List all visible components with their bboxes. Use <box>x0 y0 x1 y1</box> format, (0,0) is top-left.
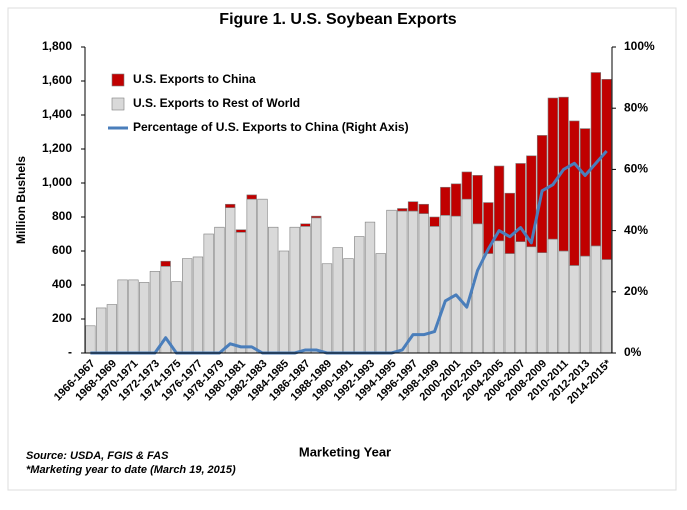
bar <box>225 207 236 354</box>
chart-title: Figure 1. U.S. Soybean Exports <box>219 11 456 28</box>
bar <box>526 246 537 354</box>
bar <box>171 281 182 354</box>
bar <box>536 252 548 354</box>
bar <box>246 198 257 354</box>
y2-tick-label: 80% <box>624 100 648 114</box>
bar <box>472 223 483 354</box>
bar <box>321 263 333 354</box>
bar <box>354 236 365 354</box>
bar <box>429 216 440 227</box>
bar <box>504 253 515 354</box>
y-tick-label: 400 <box>52 277 72 291</box>
legend-swatch <box>111 73 125 87</box>
bar <box>590 245 602 354</box>
bar <box>85 325 96 354</box>
bar <box>601 79 612 260</box>
bar <box>397 210 408 354</box>
bar <box>300 226 311 354</box>
bar <box>246 194 257 200</box>
bar <box>440 186 451 216</box>
bar <box>160 260 171 267</box>
y-tick-label: 1,400 <box>42 107 72 121</box>
y2-tick-label: 0% <box>624 345 642 359</box>
bar <box>311 215 322 219</box>
bar <box>343 258 354 354</box>
legend-label: U.S. Exports to Rest of World <box>133 96 300 110</box>
bar <box>139 282 150 354</box>
bar <box>418 213 429 354</box>
bar <box>235 229 247 233</box>
bar <box>493 165 505 242</box>
bar <box>278 250 290 354</box>
y2-tick-label: 40% <box>624 223 648 237</box>
bar <box>472 175 483 225</box>
bar <box>182 258 193 354</box>
bar <box>332 247 343 354</box>
bar <box>504 192 515 254</box>
bar <box>558 250 569 354</box>
bar <box>311 217 322 354</box>
bar <box>300 223 311 227</box>
bar <box>268 226 279 354</box>
bar <box>375 253 386 354</box>
source-note: Source: USDA, FGIS & FAS <box>26 450 169 462</box>
bar <box>579 255 591 354</box>
bar <box>515 241 526 354</box>
bar <box>225 203 236 208</box>
bar <box>461 198 472 354</box>
footnote: *Marketing year to date (March 19, 2015) <box>26 464 236 476</box>
bar <box>397 208 408 212</box>
y-tick-label: 800 <box>52 209 72 223</box>
bar <box>440 215 451 354</box>
bar <box>407 210 419 354</box>
bar <box>526 155 537 248</box>
y2-tick-label: 100% <box>624 39 655 53</box>
bar <box>289 226 300 354</box>
bar <box>192 256 204 354</box>
y2-tick-label: 20% <box>624 284 648 298</box>
bar <box>450 215 462 354</box>
bar <box>483 253 494 354</box>
legend-swatch <box>111 97 125 111</box>
bar <box>149 271 161 354</box>
y-tick-label: 1,200 <box>42 141 72 155</box>
y-tick-label: 1,600 <box>42 73 72 87</box>
bar <box>547 97 558 240</box>
bar <box>386 209 397 354</box>
bar <box>493 240 505 354</box>
bar <box>117 279 128 354</box>
bar <box>128 279 139 354</box>
legend-label: Percentage of U.S. Exports to China (Rig… <box>133 120 409 134</box>
x-axis-label: Marketing Year <box>299 444 391 459</box>
bar <box>95 307 107 354</box>
bar <box>461 171 472 200</box>
bar <box>515 163 526 242</box>
y-axis-label: Million Bushels <box>14 156 28 244</box>
bar <box>483 202 494 254</box>
y-tick-label: 200 <box>52 311 72 325</box>
bar <box>257 198 268 354</box>
bar <box>203 233 214 354</box>
bar <box>407 201 419 212</box>
y-tick-label: 1,000 <box>42 175 72 189</box>
bar <box>569 120 580 266</box>
bar <box>601 259 612 354</box>
bar <box>235 232 247 354</box>
bar <box>364 221 376 354</box>
y-tick-label: 600 <box>52 243 72 257</box>
bar <box>418 203 429 214</box>
y-tick-label: 1,800 <box>42 39 72 53</box>
bar <box>569 265 580 354</box>
bar <box>106 304 118 354</box>
bar <box>547 238 558 354</box>
y2-tick-label: 60% <box>624 162 648 176</box>
bar <box>214 226 225 354</box>
legend-label: U.S. Exports to China <box>133 72 256 86</box>
bar <box>450 183 462 217</box>
bar <box>579 128 591 257</box>
y-tick-label: - <box>68 345 72 359</box>
